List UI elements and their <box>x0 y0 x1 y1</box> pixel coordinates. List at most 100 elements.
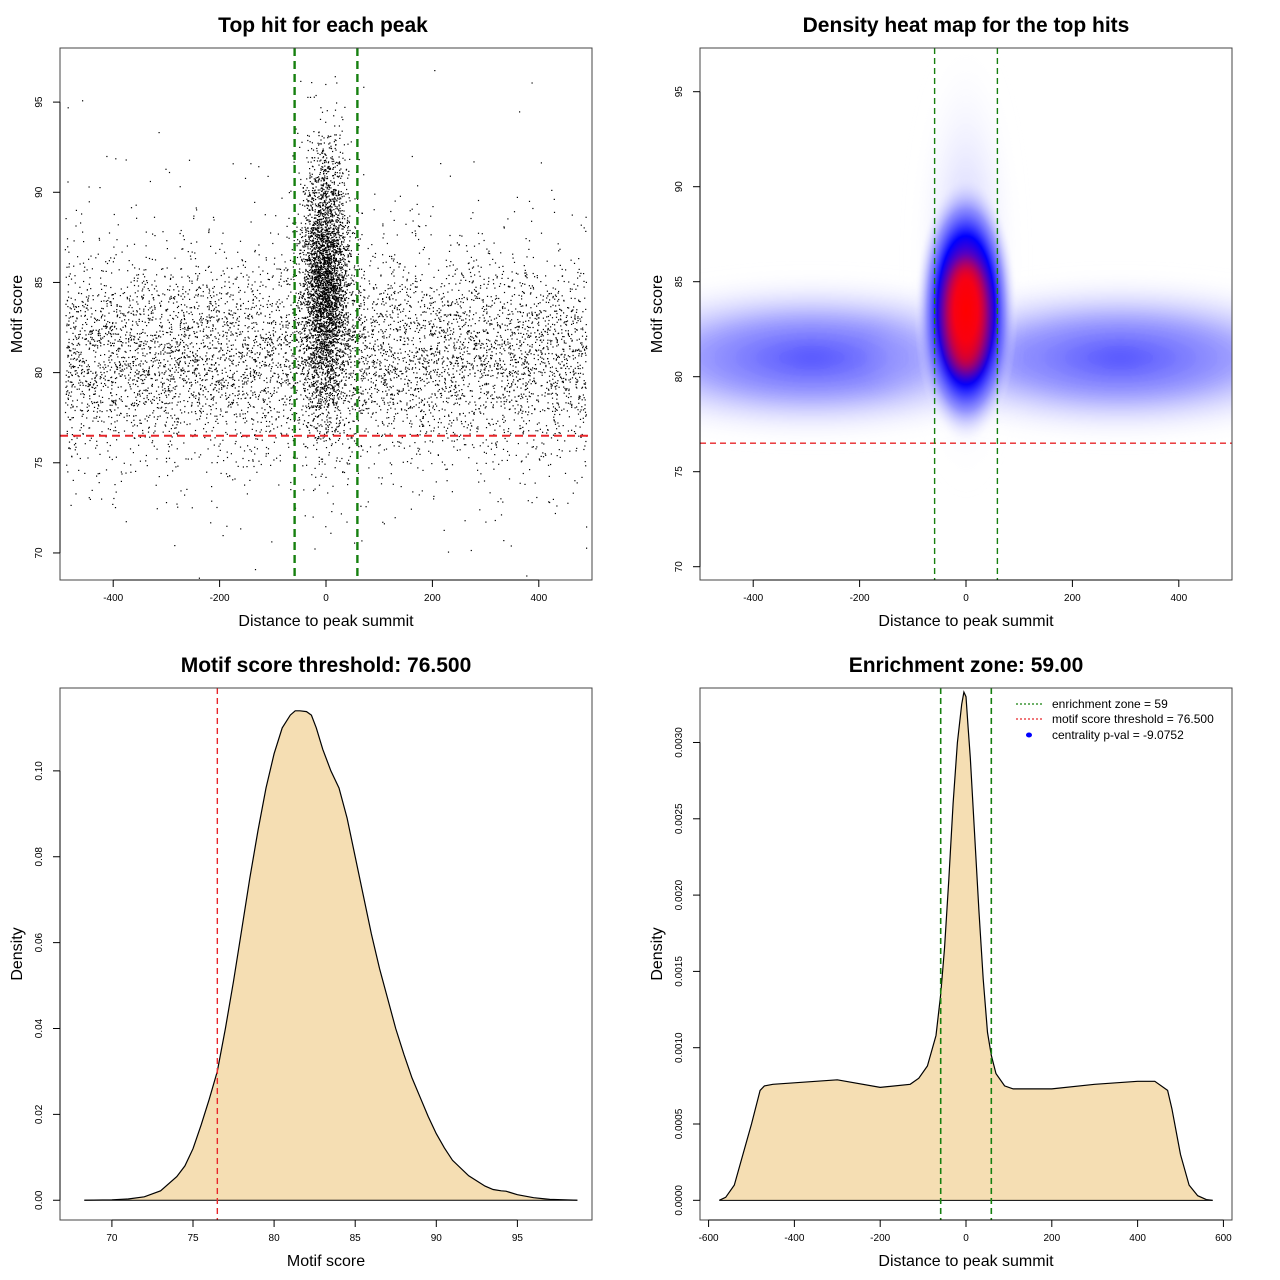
scatter-point <box>128 408 130 410</box>
scatter-point <box>285 358 287 360</box>
scatter-point <box>450 338 452 340</box>
scatter-point <box>508 390 511 393</box>
scatter-point <box>215 381 217 383</box>
scatter-point <box>404 357 406 359</box>
scatter-points <box>64 70 588 579</box>
scatter-point <box>432 206 434 208</box>
scatter-point <box>124 363 126 365</box>
scatter-point <box>351 300 353 302</box>
scatter-point <box>439 327 441 329</box>
scatter-point <box>556 341 558 344</box>
scatter-point <box>80 315 82 317</box>
scatter-point <box>300 183 302 185</box>
scatter-point <box>250 450 253 452</box>
scatter-point <box>254 434 256 437</box>
scatter-point <box>97 253 99 255</box>
scatter-point <box>189 255 192 257</box>
scatter-point <box>202 405 204 407</box>
scatter-point <box>331 368 333 370</box>
scatter-point <box>282 326 284 328</box>
scatter-point <box>208 228 210 230</box>
scatter-point <box>99 341 101 343</box>
scatter-point <box>109 429 111 431</box>
scatter-point <box>273 387 275 389</box>
scatter-point <box>459 336 461 338</box>
scatter-point <box>205 269 207 271</box>
scatter-point <box>87 457 89 459</box>
scatter-point <box>363 409 365 411</box>
scatter-point <box>218 388 220 390</box>
scatter-point <box>278 353 280 355</box>
scatter-point <box>179 343 181 345</box>
scatter-point <box>206 337 208 339</box>
scatter-point <box>532 326 534 329</box>
scatter-point <box>527 344 529 346</box>
scatter-point <box>519 378 522 380</box>
scatter-point <box>361 356 363 358</box>
scatter-point <box>517 319 519 321</box>
scatter-point <box>416 325 419 327</box>
scatter-point <box>125 322 127 324</box>
scatter-point <box>566 365 568 368</box>
scatter-point <box>195 369 197 371</box>
scatter-point <box>433 361 436 363</box>
scatter-point <box>547 407 549 409</box>
scatter-point <box>135 358 137 361</box>
scatter-point <box>158 362 160 364</box>
scatter-point <box>218 310 220 312</box>
scatter-point <box>480 405 482 407</box>
scatter-point <box>170 274 172 276</box>
scatter-point <box>106 305 108 307</box>
scatter-point <box>367 308 369 310</box>
scatter-point <box>189 327 191 330</box>
scatter-point <box>510 329 512 331</box>
scatter-point <box>461 343 463 345</box>
scatter-point <box>193 296 196 298</box>
scatter-point <box>104 379 106 381</box>
scatter-point <box>292 302 294 304</box>
scatter-point <box>165 309 167 311</box>
scatter-point <box>573 306 575 308</box>
scatter-point <box>584 297 586 299</box>
scatter-point <box>133 419 135 421</box>
scatter-point <box>496 340 498 342</box>
scatter-point <box>437 359 439 361</box>
scatter-point <box>377 425 379 427</box>
scatter-point <box>174 421 176 423</box>
scatter-point <box>457 312 459 314</box>
scatter-point <box>102 270 104 272</box>
scatter-point <box>358 397 360 399</box>
scatter-point <box>583 380 585 382</box>
scatter-point <box>116 366 119 368</box>
scatter-point <box>584 382 587 384</box>
scatter-point <box>582 409 585 411</box>
scatter-point <box>338 251 340 253</box>
scatter-point <box>308 337 310 339</box>
scatter-point <box>329 321 331 323</box>
scatter-point <box>308 357 310 359</box>
scatter-point <box>447 301 449 303</box>
scatter-point <box>253 370 255 372</box>
scatter-point <box>417 301 419 303</box>
scatter-point <box>567 332 569 334</box>
scatter-point <box>160 305 162 307</box>
scatter-point <box>110 304 112 306</box>
scatter-point <box>578 402 580 404</box>
scatter-point <box>328 380 330 382</box>
scatter-point <box>187 251 189 253</box>
scatter-point <box>216 415 218 417</box>
scatter-point <box>282 381 284 384</box>
scatter-point <box>383 233 385 235</box>
scatter-point <box>171 378 173 380</box>
scatter-point <box>132 402 134 404</box>
scatter-point <box>456 395 458 397</box>
scatter-point <box>265 446 268 449</box>
scatter-point <box>322 437 324 439</box>
scatter-point <box>209 370 211 372</box>
scatter-point <box>178 396 180 398</box>
scatter-point <box>123 430 126 432</box>
scatter-point <box>380 368 382 370</box>
scatter-point <box>565 374 567 376</box>
scatter-point <box>228 404 230 406</box>
scatter-point <box>227 325 229 327</box>
